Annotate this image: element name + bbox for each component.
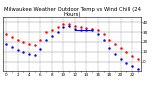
Title: Milwaukee Weather Outdoor Temp vs Wind Chill (24 Hours): Milwaukee Weather Outdoor Temp vs Wind C…	[4, 7, 140, 17]
